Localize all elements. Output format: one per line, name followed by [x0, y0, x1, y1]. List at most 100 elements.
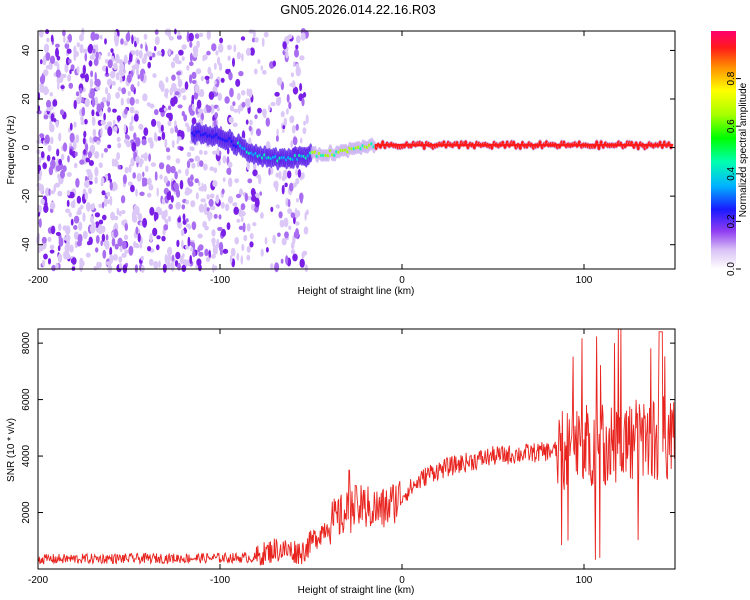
noise-speckle	[79, 159, 85, 165]
noise-speckle	[224, 203, 230, 212]
noise-speckle	[133, 241, 137, 249]
noise-speckle	[91, 97, 96, 108]
noise-speckle	[164, 254, 168, 264]
noise-speckle	[63, 236, 67, 241]
noise-speckle	[217, 226, 223, 232]
noise-speckle	[275, 172, 280, 178]
noise-speckle	[64, 251, 70, 257]
noise-speckle	[290, 249, 296, 255]
noise-speckle	[39, 75, 45, 85]
noise-speckle	[240, 255, 244, 265]
snr-ticks: -200 -100 0 100 2000 4000 6000 8000	[21, 329, 675, 586]
noise-speckle	[160, 124, 164, 132]
noise-speckle	[104, 239, 110, 250]
noise-speckle	[206, 30, 211, 40]
noise-speckle	[121, 252, 127, 258]
noise-speckle	[118, 256, 123, 263]
noise-speckle	[80, 120, 85, 125]
noise-speckle	[116, 136, 121, 143]
noise-speckle	[182, 95, 187, 101]
colorbar-label: Normalized spectral amplitude	[738, 82, 749, 217]
noise-speckle	[142, 171, 145, 177]
snr-ylabel: SNR (10 * v/v)	[6, 418, 17, 482]
noise-speckle	[55, 69, 61, 78]
noise-speckle	[156, 244, 160, 251]
noise-speckle	[189, 146, 193, 151]
noise-speckle	[94, 212, 101, 218]
noise-speckle	[101, 190, 106, 196]
noise-speckle	[187, 236, 191, 247]
noise-speckle	[299, 258, 305, 268]
noise-speckle	[291, 80, 296, 89]
noise-speckle	[246, 160, 250, 171]
noise-speckle	[154, 134, 158, 142]
noise-speckle	[117, 237, 123, 247]
noise-speckle	[122, 240, 127, 250]
noise-speckle	[189, 74, 193, 84]
noise-speckle	[292, 253, 298, 262]
noise-speckle	[236, 218, 241, 223]
noise-speckle	[195, 68, 202, 75]
noise-speckle	[162, 263, 167, 273]
noise-speckle	[93, 136, 99, 143]
noise-speckle	[119, 62, 125, 73]
noise-speckle	[234, 178, 240, 184]
noise-speckle	[295, 221, 300, 226]
noise-speckle	[174, 127, 179, 133]
noise-speckle	[274, 262, 280, 273]
snr-series	[37, 328, 676, 566]
noise-speckle	[45, 29, 50, 35]
noise-speckle	[233, 44, 237, 53]
noise-speckle	[132, 172, 136, 179]
snr-xtick-label: -200	[28, 575, 48, 586]
noise-speckle	[42, 259, 46, 267]
noise-speckle	[69, 244, 74, 253]
noise-speckle	[181, 56, 185, 61]
noise-speckle	[80, 115, 84, 122]
noise-speckle	[63, 35, 66, 44]
noise-speckle	[297, 169, 302, 178]
noise-speckle	[129, 96, 135, 106]
noise-speckle	[214, 80, 217, 85]
noise-speckle	[121, 219, 127, 226]
noise-speckle	[177, 31, 181, 36]
noise-speckle	[41, 236, 47, 244]
noise-speckle	[78, 221, 83, 231]
noise-speckle	[198, 251, 204, 257]
noise-speckle	[73, 215, 80, 224]
spectrogram-ytick-label: 0	[21, 144, 32, 150]
noise-speckle	[255, 128, 262, 137]
noise-speckle	[124, 249, 129, 254]
noise-speckle	[55, 262, 59, 271]
noise-speckle	[165, 112, 172, 118]
noise-speckle	[67, 155, 70, 163]
noise-speckle	[199, 160, 204, 168]
noise-speckle	[95, 78, 101, 87]
noise-speckle	[240, 216, 244, 223]
noise-speckle	[154, 36, 160, 46]
noise-speckle	[98, 162, 103, 169]
noise-speckle	[147, 177, 152, 186]
noise-speckle	[242, 222, 246, 233]
noise-speckle	[77, 233, 83, 244]
noise-speckle	[109, 181, 113, 191]
noise-speckle	[70, 200, 76, 209]
noise-speckle	[295, 169, 298, 176]
noise-speckle	[42, 162, 47, 170]
noise-speckle	[174, 171, 178, 180]
noise-speckle	[66, 39, 69, 45]
noise-speckle	[222, 155, 227, 164]
noise-speckle	[200, 198, 206, 203]
noise-speckle	[186, 64, 190, 71]
noise-speckle	[232, 202, 238, 207]
noise-speckle	[190, 174, 194, 181]
noise-speckle	[142, 93, 148, 102]
noise-speckle	[105, 58, 108, 64]
noise-speckle	[168, 203, 173, 210]
noise-speckle	[257, 107, 262, 114]
noise-speckle	[66, 189, 71, 196]
noise-speckle	[189, 255, 193, 265]
noise-speckle	[46, 107, 52, 112]
noise-speckle	[114, 243, 119, 250]
noise-speckle	[106, 191, 111, 198]
